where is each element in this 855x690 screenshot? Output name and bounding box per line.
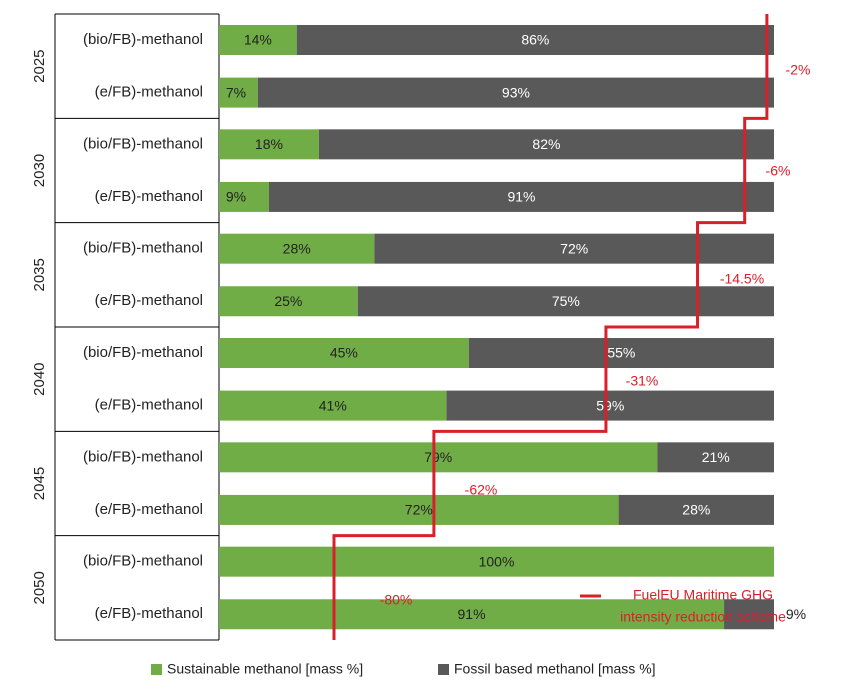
bar-fossil [357,286,774,317]
legend-label-sustainable: Sustainable methanol [mass %] [167,661,363,677]
bar-sustainable [219,181,269,212]
year-label: 2040 [31,362,48,395]
data-label-sustainable: 45% [330,345,358,361]
bar-sustainable [219,77,258,108]
bar-sustainable [219,442,658,473]
legend-swatch-fossil [438,664,449,675]
reduction-label: -2% [786,62,811,78]
data-label-fossil: 9% [786,606,806,622]
legend-swatch-sustainable [151,664,162,675]
data-label-sustainable: 72% [405,502,433,518]
category-label: (e/FB)-methanol [95,84,203,101]
year-label: 2035 [31,258,48,291]
category-label: (e/FB)-methanol [95,501,203,518]
bar-fossil [446,390,774,421]
category-label: (e/FB)-methanol [95,605,203,622]
reduction-label: -62% [465,482,498,498]
data-label-fossil: 21% [702,449,730,465]
legend-label-fossil: Fossil based methanol [mass %] [454,661,656,677]
category-label: (bio/FB)-methanol [83,553,203,570]
category-label: (e/FB)-methanol [95,397,203,414]
data-label-sustainable: 79% [424,449,452,465]
bar-sustainable [219,233,375,264]
data-label-fossil: 55% [607,345,635,361]
category-label: (e/FB)-methanol [95,292,203,309]
data-label-sustainable: 9% [226,189,246,205]
reduction-step-line [332,14,769,640]
data-label-sustainable: 14% [244,32,272,48]
category-label: (bio/FB)-methanol [83,344,203,361]
bar-fossil [657,442,774,473]
bar-fossil [268,181,774,212]
reduction-label: -31% [626,373,659,389]
data-label-fossil: 75% [552,293,580,309]
data-label-fossil: 93% [502,84,530,100]
bar-sustainable [219,338,469,368]
data-label-sustainable: 18% [255,136,283,152]
bar-fossil [318,129,774,160]
chart-frame [54,13,220,641]
reduction-label: -80% [380,592,413,608]
bars-layer [219,25,775,630]
bar-fossil [468,338,774,368]
data-label-sustainable: 41% [319,397,347,413]
bar-fossil [374,233,774,264]
bar-fossil [618,494,774,525]
data-label-fossil: 91% [507,189,535,205]
bar-sustainable [219,546,774,577]
legend-line-text-2: intensity reduction scheme [620,609,786,625]
reduction-step-line-layer [332,14,769,640]
legend: FuelEU Maritime GHG intensity reduction s… [151,587,786,677]
data-label-sustainable: 28% [283,240,311,256]
bar-fossil [296,25,774,55]
category-label: (bio/FB)-methanol [83,31,203,48]
bar-sustainable [219,390,447,421]
labels-layer: 2025 (bio/FB)-methanol 14% 86% (e/FB)-methan… [31,31,810,622]
year-label: 2030 [31,154,48,187]
data-label-fossil: 82% [532,136,560,152]
data-label-sustainable: 7% [226,84,246,100]
reduction-label: -6% [766,163,791,179]
data-label-sustainable: 91% [458,606,486,622]
bar-fossil [724,599,774,630]
bar-fossil [257,77,775,108]
data-label-fossil: 28% [682,502,710,518]
year-label: 2050 [31,571,48,604]
year-label: 2045 [31,467,48,500]
legend-line-text-1: FuelEU Maritime GHG [633,587,773,603]
bar-sustainable [219,494,619,525]
data-label-fossil: 86% [521,32,549,48]
reduction-label: -14.5% [720,271,764,287]
data-label-sustainable: 100% [479,553,515,569]
category-label: (bio/FB)-methanol [83,448,203,465]
data-label-sustainable: 25% [274,293,302,309]
bar-sustainable [219,286,358,317]
bar-sustainable [219,25,297,55]
bar-sustainable [219,129,319,160]
year-label: 2025 [31,49,48,82]
bar-sustainable [219,599,725,630]
category-label: (e/FB)-methanol [95,188,203,205]
data-label-fossil: 72% [560,240,588,256]
category-label: (bio/FB)-methanol [83,135,203,152]
data-label-fossil: 59% [596,397,624,413]
category-label: (bio/FB)-methanol [83,240,203,257]
